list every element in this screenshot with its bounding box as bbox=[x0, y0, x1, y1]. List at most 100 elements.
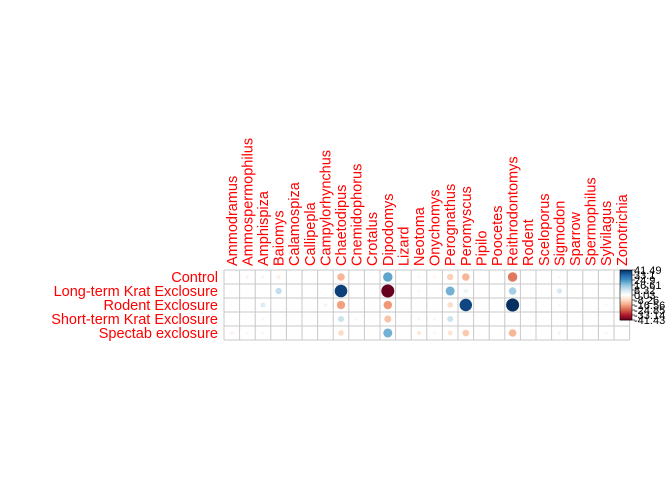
cell-circle bbox=[402, 303, 405, 307]
cell-circle bbox=[230, 275, 234, 279]
colorbar-segment bbox=[620, 310, 632, 312]
column-label: Amphispiza bbox=[256, 190, 272, 266]
colorbar-segment bbox=[620, 289, 632, 291]
cell-circle bbox=[604, 331, 608, 335]
cell-circle bbox=[605, 275, 608, 279]
colorbar-segment bbox=[620, 311, 632, 313]
cell-circle bbox=[337, 273, 345, 281]
cell-circle bbox=[245, 275, 250, 279]
cell-circle bbox=[527, 303, 530, 307]
cell-circle bbox=[556, 288, 563, 294]
colorbar-segment bbox=[620, 293, 632, 295]
cell-circle bbox=[261, 289, 265, 293]
column-label: Baiomys bbox=[272, 210, 288, 266]
cell-circle bbox=[402, 317, 405, 321]
cell-circle bbox=[355, 317, 359, 321]
cell-circle bbox=[261, 317, 265, 321]
cell-circle bbox=[308, 317, 311, 321]
cell-circle bbox=[355, 275, 358, 279]
cell-circle bbox=[433, 331, 437, 335]
cell-circle bbox=[261, 275, 265, 279]
colorbar-segment bbox=[620, 310, 632, 313]
colorbar-segment bbox=[620, 300, 632, 302]
colorbar-segment bbox=[620, 283, 632, 285]
colorbar-segment bbox=[620, 300, 632, 303]
cell-circle bbox=[433, 303, 436, 307]
cell-circle bbox=[495, 317, 499, 321]
cell-circle bbox=[462, 273, 470, 281]
cell-circle bbox=[323, 303, 328, 307]
cell-circle bbox=[371, 303, 374, 307]
colorbar-segment bbox=[620, 299, 632, 301]
column-label: Dipodomys bbox=[381, 193, 397, 266]
column-label: Sparrow bbox=[568, 211, 584, 266]
colorbar-tick-label: 41.49 bbox=[634, 265, 662, 277]
colorbar-tick-label: -8.26 bbox=[634, 295, 659, 307]
colorbar-segment bbox=[620, 315, 632, 318]
cell-circle bbox=[384, 315, 392, 323]
cell-circle bbox=[480, 303, 483, 307]
colorbar-segment bbox=[620, 295, 632, 297]
colorbar-segment bbox=[620, 280, 632, 283]
cell-circle bbox=[371, 275, 374, 279]
cell-circle bbox=[495, 331, 499, 335]
colorbar-segment bbox=[620, 305, 632, 307]
colorbar-tick-label: 0.03 bbox=[634, 290, 655, 302]
column-labels: Ammodramus Ammospermophilus Amphispiza Baio… bbox=[225, 138, 631, 266]
cell-circle bbox=[402, 275, 405, 279]
cell-circle bbox=[557, 331, 562, 335]
cell-circle bbox=[416, 330, 422, 336]
cell-circle bbox=[557, 275, 561, 279]
cell-circle bbox=[246, 303, 249, 307]
cell-circle bbox=[337, 315, 345, 323]
cell-circle bbox=[527, 331, 530, 335]
cell-circle bbox=[433, 275, 437, 279]
cell-circle bbox=[495, 303, 499, 307]
colorbar-segment bbox=[620, 309, 632, 311]
cell-circle bbox=[293, 331, 296, 335]
cell-circle bbox=[230, 317, 233, 321]
colorbar-segment bbox=[620, 282, 632, 284]
colorbar-segment bbox=[620, 301, 632, 303]
cell-circle bbox=[417, 317, 421, 321]
column-label: Calamospiza bbox=[287, 181, 303, 266]
cell-circle bbox=[230, 303, 233, 307]
cell-circle bbox=[324, 331, 327, 335]
cell-circle bbox=[277, 317, 280, 321]
cell-circle bbox=[506, 298, 520, 312]
colorbar: 41.4933.124.916.618.320.03-8.26-16.56-24… bbox=[619, 265, 665, 327]
colorbar-segment bbox=[620, 278, 632, 280]
column-label: Lizard bbox=[396, 227, 412, 267]
colorbar-segment bbox=[620, 276, 632, 278]
cell-circle bbox=[620, 331, 623, 335]
colorbar-segment bbox=[620, 316, 632, 318]
cell-circle bbox=[589, 331, 592, 335]
colorbar-segment bbox=[620, 317, 632, 319]
colorbar-segment bbox=[620, 284, 632, 286]
colorbar-segment bbox=[620, 303, 632, 305]
cell-circle bbox=[371, 331, 374, 335]
cell-circle bbox=[433, 317, 437, 321]
colorbar-segment bbox=[620, 292, 632, 294]
column-label: Sylvilagus bbox=[599, 201, 615, 266]
cell-circle bbox=[447, 302, 454, 308]
colorbar-segment bbox=[620, 314, 632, 316]
cell-circle bbox=[447, 273, 454, 281]
row-label: Short-term Krat Exclosure bbox=[51, 312, 218, 328]
cell-circle bbox=[308, 303, 311, 307]
colorbar-segment bbox=[620, 295, 632, 298]
column-label: Ammodramus bbox=[225, 176, 241, 266]
colorbar-segment bbox=[620, 270, 632, 272]
cell-circle bbox=[383, 272, 393, 282]
column-label: Reithrodontomys bbox=[506, 156, 522, 266]
cell-circle bbox=[557, 303, 561, 307]
cell-circle bbox=[542, 331, 545, 335]
cell-circle bbox=[417, 289, 421, 293]
colorbar-segment bbox=[620, 290, 632, 292]
cell-circle bbox=[573, 331, 577, 335]
cell-circle bbox=[558, 317, 561, 321]
column-label: Pipilo bbox=[474, 231, 490, 266]
cell-circle bbox=[417, 303, 421, 307]
colorbar-tick-label: 33.1 bbox=[634, 270, 655, 282]
cell-circle bbox=[542, 275, 545, 279]
